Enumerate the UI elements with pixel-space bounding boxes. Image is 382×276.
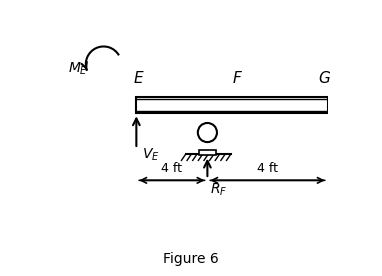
Text: $M_E$: $M_E$ [68, 60, 88, 76]
Text: Figure 6: Figure 6 [163, 253, 219, 266]
Text: $E$: $E$ [133, 70, 145, 86]
Text: 4 ft: 4 ft [257, 162, 278, 175]
Text: $R_F$: $R_F$ [210, 182, 228, 198]
Text: 4 ft: 4 ft [161, 162, 182, 175]
FancyBboxPatch shape [199, 150, 216, 155]
Circle shape [198, 123, 217, 142]
Text: $F$: $F$ [232, 70, 243, 86]
Text: $V_E$: $V_E$ [142, 146, 159, 163]
FancyBboxPatch shape [136, 97, 328, 113]
Text: $G$: $G$ [318, 70, 332, 86]
